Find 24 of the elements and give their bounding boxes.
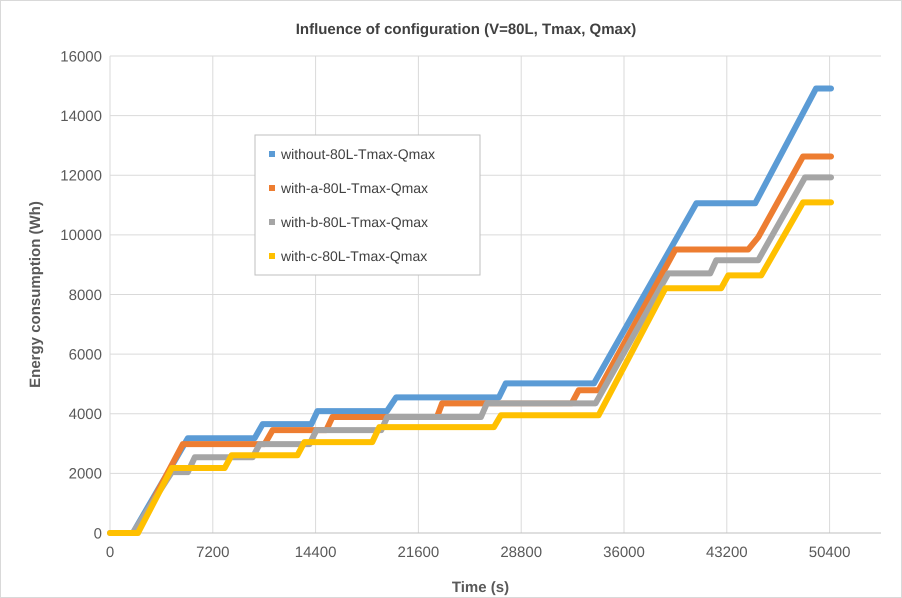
x-tick-label: 28800 <box>500 544 542 561</box>
legend-label: with-a-80L-Tmax-Qmax <box>280 180 428 196</box>
x-tick-label: 43200 <box>706 544 748 561</box>
x-axis-title: Time (s) <box>452 579 510 596</box>
y-tick-label: 4000 <box>68 406 102 423</box>
y-tick-label: 16000 <box>60 48 102 66</box>
y-tick-label: 14000 <box>60 108 102 125</box>
y-tick-label: 6000 <box>68 346 102 364</box>
x-tick-label: 14400 <box>294 544 336 561</box>
y-tick-label: 8000 <box>68 286 102 304</box>
y-tick-label: 2000 <box>68 466 102 483</box>
y-tick-label: 0 <box>94 525 102 542</box>
x-tick-label: 21600 <box>398 544 440 561</box>
x-tick-label: 7200 <box>196 544 230 561</box>
legend-label: without-80L-Tmax-Qmax <box>280 146 436 162</box>
x-tick-label: 36000 <box>603 544 645 561</box>
legend-label: with-c-80L-Tmax-Qmax <box>280 248 428 264</box>
legend-label: with-b-80L-Tmax-Qmax <box>280 214 428 230</box>
y-tick-label: 10000 <box>60 227 102 244</box>
y-tick-label: 12000 <box>60 168 102 184</box>
y-axis-title: Energy consumption (Wh) <box>27 201 44 388</box>
chart-title: Influence of configuration (V=80L, Tmax, Qmax) <box>296 21 636 38</box>
x-tick-label: 50400 <box>808 544 850 561</box>
x-tick-label: 0 <box>106 544 114 561</box>
